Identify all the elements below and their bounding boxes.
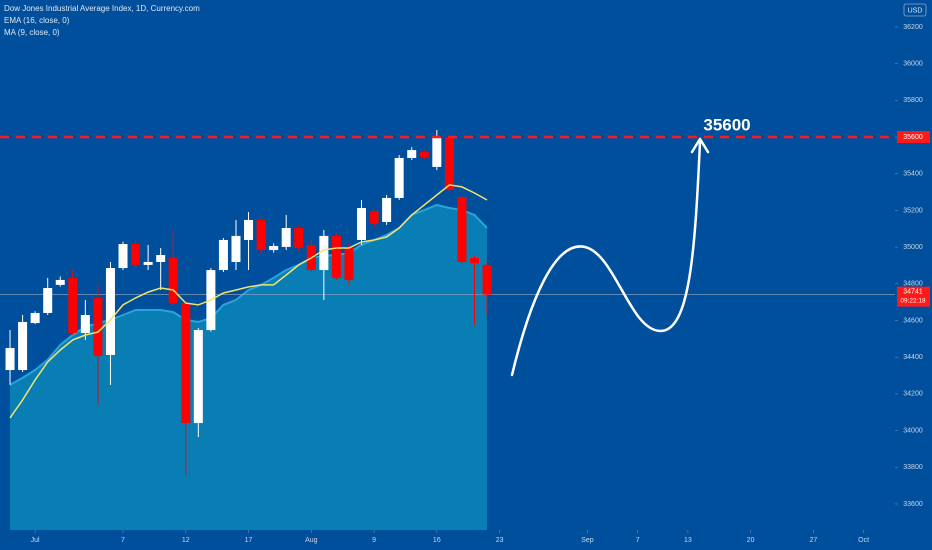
y-tick-label: 35800 [903,97,923,104]
candle-body [319,235,329,271]
candle-body [281,228,291,247]
candle-body [469,257,479,264]
candle-body [482,264,492,295]
x-tick-label: 20 [747,537,755,544]
candle-body [432,137,442,167]
candle-body [118,243,128,269]
x-tick-label: 23 [496,537,504,544]
projection-arrow [690,137,710,154]
plot-area [0,130,895,530]
y-tick-label: 36200 [903,24,923,31]
candle-body [382,197,392,222]
y-tick-label: 35400 [903,171,923,178]
target-price-box [897,131,930,144]
candle-body [269,246,279,251]
candle-body [344,248,354,280]
ma-area [10,204,487,530]
candle-body [18,321,28,371]
candle-body [244,219,254,240]
candle-body [394,157,404,198]
candle-body [331,235,341,278]
x-tick-label: Jul [31,537,40,544]
countdown-label: 09:22:18 [900,297,926,304]
ema-line [9,184,488,419]
y-tick-label: 35200 [903,207,923,214]
last-price-box [897,286,930,307]
projection-curve [510,140,702,377]
x-tick-label: 7 [121,537,125,544]
candle-body [156,255,166,262]
candle-body [55,279,65,285]
currency-badge [903,3,927,17]
x-tick-label: 17 [245,537,253,544]
y-tick-label: 34400 [903,354,923,361]
y-tick-label: 34000 [903,427,923,434]
x-tick-label: Sep [581,537,594,544]
candle-body [218,239,228,271]
x-tick-label: 9 [372,537,376,544]
x-tick-label: 27 [810,537,818,544]
candle-body [143,261,153,265]
candle-body [181,303,191,424]
candle-body [131,243,141,265]
candle-body [294,228,304,249]
candle-body [256,219,266,251]
x-tick-label: 12 [182,537,190,544]
candle-body [5,348,15,371]
candle-body [43,288,53,313]
target-price-label: 35600 [903,134,923,141]
candle-body [444,137,454,191]
currency-label: USD [908,7,923,14]
x-tick-label: Aug [305,537,318,544]
x-tick-label: 13 [684,537,692,544]
candle-body [68,277,78,333]
candle-body [105,268,115,355]
candle-body [369,210,379,224]
y-tick-label: 35000 [903,244,923,251]
y-tick-label: 34200 [903,391,923,398]
candle-body [193,330,203,424]
last-price-label: 34741 [903,288,923,295]
candle-body [419,152,429,158]
y-tick-label: 36000 [903,61,923,68]
y-tick-label: 34800 [903,281,923,288]
x-tick-label: 7 [636,537,640,544]
candle-body [231,235,241,262]
y-tick-label: 34600 [903,317,923,324]
legend-entry: EMA (16, close, 0) [4,16,70,25]
x-tick-label: 16 [433,537,441,544]
chart-title: Dow Jones Industrial Average Index, 1D, … [4,4,200,13]
candle-body [457,197,467,262]
candle-body [80,314,90,333]
candle-body [168,257,178,304]
candle-body [407,150,417,158]
y-tick-label: 33800 [903,464,923,471]
candle-body [93,297,103,356]
candle-body [30,312,40,324]
y-tick-label: 33600 [903,501,923,508]
x-tick-label: Oct [858,537,869,544]
legend-entry: MA (9, close, 0) [4,28,60,37]
target-annotation: 35600 [703,116,750,135]
candle-body [357,208,367,240]
